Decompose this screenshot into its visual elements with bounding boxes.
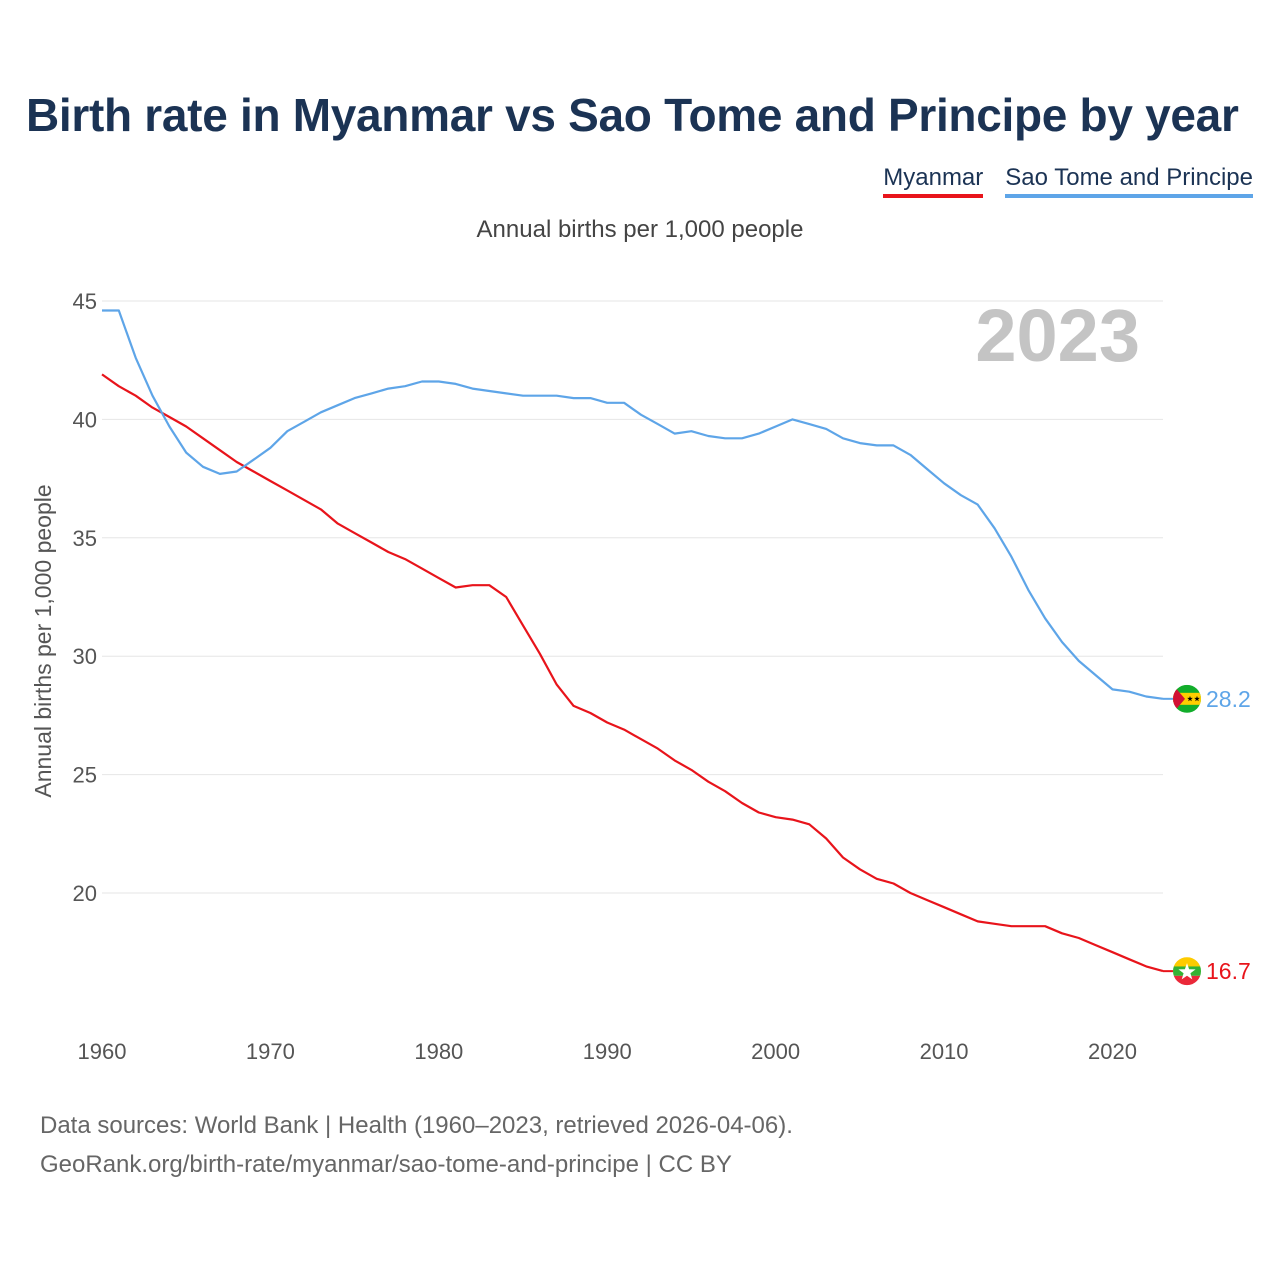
legend: Myanmar Sao Tome and Principe xyxy=(883,164,1253,198)
y-tick-label: 40 xyxy=(73,407,97,432)
x-tick-label: 2020 xyxy=(1088,1039,1137,1064)
grid-lines xyxy=(102,300,1163,894)
data-source-text: Data sources: World Bank | Health (1960–… xyxy=(40,1112,793,1139)
y-tick-label: 20 xyxy=(73,881,97,906)
series-line-sao-tome-and-principe[interactable] xyxy=(102,309,1164,700)
x-tick-label: 1980 xyxy=(414,1039,463,1064)
x-tick-label: 1970 xyxy=(246,1039,295,1064)
y-tick-label: 35 xyxy=(73,526,97,551)
y-axis-label: Annual births per 1,000 people xyxy=(30,484,56,797)
sao-tome-flag-icon xyxy=(1173,684,1201,713)
year-watermark: 2023 xyxy=(975,294,1140,377)
y-axis-ticks: 20 25 30 35 40 45 xyxy=(73,289,97,906)
myanmar-flag-icon xyxy=(1173,957,1201,986)
x-tick-label: 2010 xyxy=(920,1039,969,1064)
series-line-myanmar[interactable] xyxy=(101,373,1164,973)
end-value-label: 16.7 xyxy=(1206,958,1251,984)
series-lines xyxy=(101,309,1164,973)
end-value-label: 28.2 xyxy=(1206,686,1251,712)
chart-subtitle: Annual births per 1,000 people xyxy=(476,216,804,243)
y-tick-label: 25 xyxy=(73,763,97,788)
footer: Data sources: World Bank | Health (1960–… xyxy=(40,1106,793,1184)
x-tick-label: 1990 xyxy=(583,1039,632,1064)
y-tick-label: 30 xyxy=(73,644,97,669)
y-tick-label: 45 xyxy=(73,289,97,314)
x-tick-label: 2000 xyxy=(751,1039,800,1064)
legend-item-myanmar[interactable]: Myanmar xyxy=(883,164,984,198)
end-markers: 16.7 28.2 xyxy=(1163,684,1251,986)
x-tick-label: 1960 xyxy=(78,1039,127,1064)
source-url-text[interactable]: GeoRank.org/birth-rate/myanmar/sao-tome-… xyxy=(40,1151,732,1178)
x-axis-ticks: 1960 1970 1980 1990 2000 2010 2020 xyxy=(78,1039,1137,1064)
legend-item-sao-tome-and-principe[interactable]: Sao Tome and Principe xyxy=(1005,164,1253,198)
chart-title: Birth rate in Myanmar vs Sao Tome and Pr… xyxy=(26,89,1239,141)
